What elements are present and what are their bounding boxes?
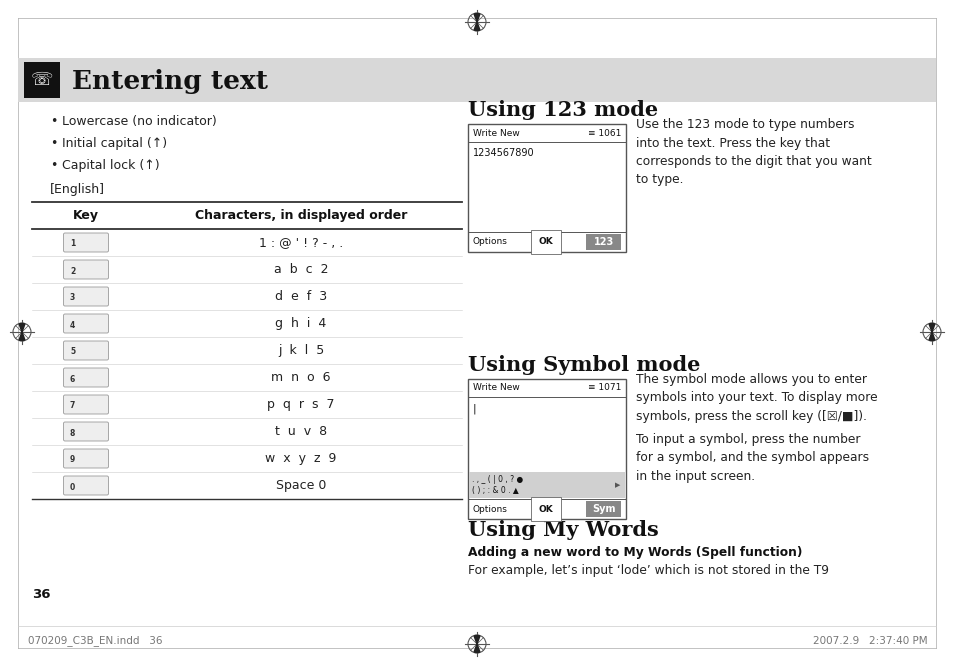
- Text: Use the 123 mode to type numbers
into the text. Press the key that
corresponds t: Use the 123 mode to type numbers into th…: [636, 118, 871, 186]
- FancyBboxPatch shape: [64, 314, 109, 333]
- Text: 070209_C3B_EN.indd   36: 070209_C3B_EN.indd 36: [28, 636, 162, 646]
- Wedge shape: [474, 644, 479, 652]
- Text: Write New: Write New: [473, 128, 519, 138]
- Text: [English]: [English]: [50, 184, 105, 196]
- FancyBboxPatch shape: [64, 395, 109, 414]
- Text: The symbol mode allows you to enter
symbols into your text. To display more
symb: The symbol mode allows you to enter symb…: [636, 373, 877, 423]
- Text: 2007.2.9   2:37:40 PM: 2007.2.9 2:37:40 PM: [813, 636, 927, 646]
- Text: a  b  c  2: a b c 2: [274, 263, 328, 276]
- Text: d  e  f  3: d e f 3: [274, 290, 327, 303]
- Bar: [585, 501, 620, 517]
- Text: 1 : @ ' ! ? - , .: 1 : @ ' ! ? - , .: [258, 236, 343, 249]
- Text: Capital lock (↑): Capital lock (↑): [62, 160, 159, 172]
- Text: |: |: [473, 403, 476, 414]
- Text: Using 123 mode: Using 123 mode: [468, 100, 658, 120]
- Text: m  n  o  6: m n o 6: [271, 371, 331, 384]
- Text: Initial capital (↑): Initial capital (↑): [62, 138, 167, 150]
- Text: 2: 2: [70, 267, 75, 275]
- Text: •: •: [50, 138, 57, 150]
- Bar: [18, 58, 935, 102]
- FancyBboxPatch shape: [64, 476, 109, 495]
- Text: •: •: [50, 116, 57, 128]
- Text: 3: 3: [70, 293, 75, 303]
- Text: Space 0: Space 0: [275, 479, 326, 492]
- FancyBboxPatch shape: [64, 233, 109, 252]
- Text: t  u  v  8: t u v 8: [274, 425, 327, 438]
- FancyBboxPatch shape: [64, 449, 109, 468]
- Text: Write New: Write New: [473, 384, 519, 392]
- Text: ▶: ▶: [614, 482, 619, 488]
- Text: 1234567890: 1234567890: [473, 148, 534, 158]
- Text: 123: 123: [594, 237, 614, 247]
- Text: p  q  r  s  7: p q r s 7: [267, 398, 335, 411]
- Bar: [585, 234, 620, 250]
- Text: 4: 4: [70, 321, 75, 329]
- Text: Options: Options: [473, 237, 507, 247]
- Text: j  k  l  5: j k l 5: [277, 344, 324, 357]
- FancyBboxPatch shape: [64, 368, 109, 387]
- FancyBboxPatch shape: [64, 287, 109, 306]
- Text: ≡ 1071: ≡ 1071: [587, 384, 620, 392]
- Text: g  h  i  4: g h i 4: [275, 317, 326, 330]
- Text: •: •: [50, 160, 57, 172]
- Bar: [468, 379, 625, 519]
- Text: 36: 36: [32, 587, 51, 600]
- Text: ≡ 1061: ≡ 1061: [587, 128, 620, 138]
- Text: Adding a new word to My Words (Spell function): Adding a new word to My Words (Spell fun…: [468, 546, 801, 559]
- Text: To input a symbol, press the number
for a symbol, and the symbol appears
in the : To input a symbol, press the number for …: [636, 433, 868, 483]
- Text: OK: OK: [538, 505, 553, 513]
- Text: . , _ ( | 0 , ? ●: . , _ ( | 0 , ? ●: [472, 475, 522, 483]
- Text: 5: 5: [70, 348, 75, 356]
- Bar: [469, 472, 624, 486]
- Bar: [468, 124, 625, 252]
- Wedge shape: [474, 13, 479, 22]
- Text: Using My Words: Using My Words: [468, 520, 659, 540]
- Wedge shape: [19, 332, 25, 340]
- Bar: [469, 484, 624, 498]
- FancyBboxPatch shape: [64, 422, 109, 441]
- Text: 8: 8: [70, 428, 75, 438]
- Text: ☏: ☏: [30, 71, 53, 89]
- Bar: [24, 62, 60, 98]
- Text: Entering text: Entering text: [71, 68, 268, 94]
- Text: 7: 7: [70, 402, 75, 410]
- Text: 9: 9: [70, 456, 75, 464]
- Text: For example, let’s input ‘lode’ which is not stored in the T9: For example, let’s input ‘lode’ which is…: [468, 564, 828, 577]
- Wedge shape: [928, 332, 934, 340]
- Text: 0: 0: [70, 483, 75, 491]
- Text: 6: 6: [70, 374, 75, 384]
- Wedge shape: [928, 323, 934, 332]
- Text: Lowercase (no indicator): Lowercase (no indicator): [62, 116, 216, 128]
- Text: ( ) ; : & 0 . ▲: ( ) ; : & 0 . ▲: [472, 487, 518, 495]
- Wedge shape: [474, 636, 479, 644]
- FancyBboxPatch shape: [64, 341, 109, 360]
- Wedge shape: [19, 323, 25, 332]
- FancyBboxPatch shape: [64, 260, 109, 279]
- Text: 1: 1: [70, 239, 75, 249]
- Wedge shape: [474, 22, 479, 31]
- Text: Sym: Sym: [592, 504, 615, 514]
- Text: Options: Options: [473, 505, 507, 513]
- Text: w  x  y  z  9: w x y z 9: [265, 452, 336, 465]
- Text: Characters, in displayed order: Characters, in displayed order: [194, 209, 407, 222]
- Text: OK: OK: [538, 237, 553, 247]
- Text: Using Symbol mode: Using Symbol mode: [468, 355, 700, 375]
- Text: Key: Key: [73, 209, 99, 222]
